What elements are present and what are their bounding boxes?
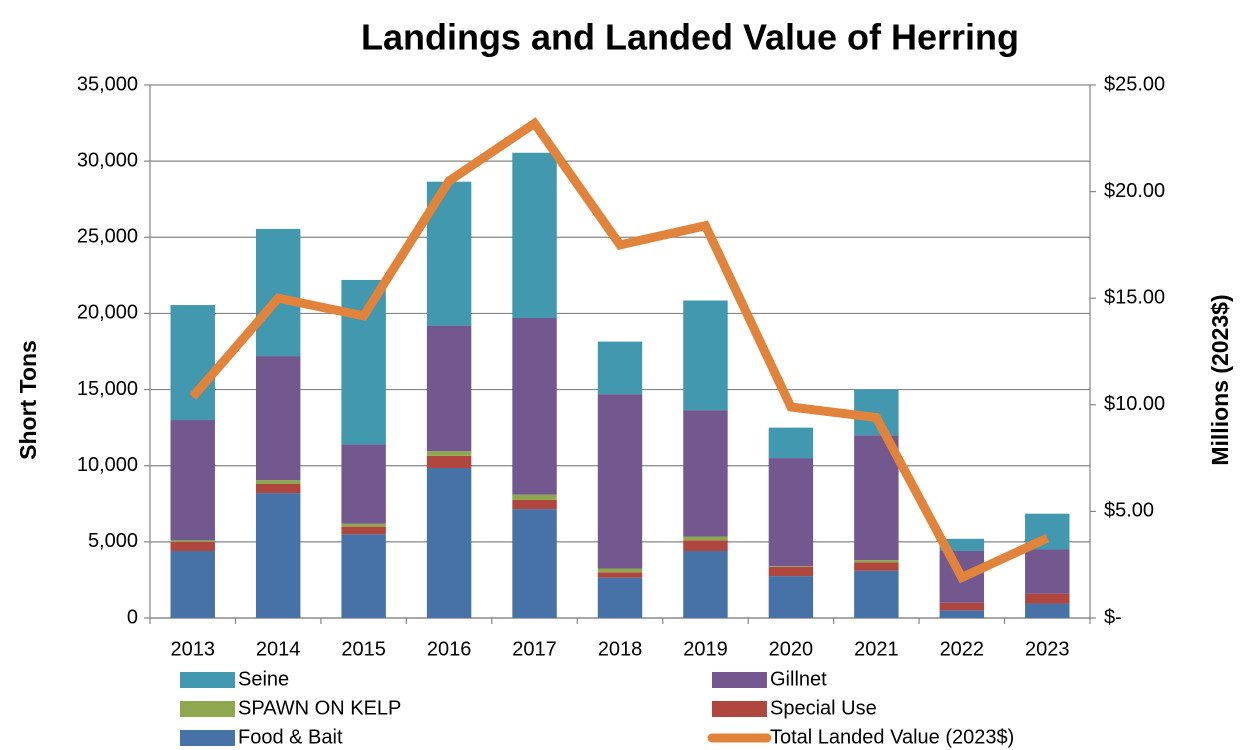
bar-segment — [512, 152, 557, 318]
bar-segment — [255, 480, 301, 484]
chart-title: Landings and Landed Value of Herring — [361, 17, 1019, 58]
y-tick-label: 5,000 — [88, 530, 138, 552]
bar-segment — [255, 483, 301, 494]
bar-segment — [768, 566, 814, 577]
x-tick-label: 2014 — [256, 638, 301, 660]
bar-segment — [597, 394, 643, 569]
bar-segment — [512, 499, 557, 510]
bar-segment — [768, 458, 814, 567]
y-axis-label: Short Tons — [15, 340, 41, 460]
y2-tick-label: $20.00 — [1104, 180, 1165, 202]
y2-tick-label: $5.00 — [1104, 500, 1154, 522]
bar-segment — [170, 540, 215, 542]
bar-segment — [170, 541, 215, 551]
x-tick-label: 2013 — [170, 638, 215, 660]
bar-segment — [1025, 549, 1070, 594]
bar-segment — [768, 566, 814, 567]
bar-segment — [255, 228, 301, 357]
x-tick-label: 2016 — [427, 638, 472, 660]
bar-segment — [683, 536, 728, 541]
bar-segment — [341, 534, 386, 618]
bar-segment — [341, 526, 386, 535]
bar-segment — [854, 570, 899, 618]
bar-segment — [939, 610, 985, 618]
bar-segment — [597, 577, 643, 618]
bar-segment — [683, 540, 728, 551]
y-tick-label: 25,000 — [77, 226, 138, 248]
bar-segment — [255, 493, 301, 618]
y2-axis-label: Millions (2023$) — [1207, 294, 1233, 465]
y-tick-label: 15,000 — [77, 378, 138, 400]
bar-segment — [426, 455, 472, 468]
bar-segment — [854, 435, 899, 561]
bar-segment — [597, 341, 643, 395]
y-tick-label: 20,000 — [77, 302, 138, 324]
bar-segment — [683, 410, 728, 537]
legend-label: Gillnet — [770, 668, 827, 690]
legend-swatch — [180, 672, 235, 688]
legend-swatch — [180, 730, 235, 746]
y2-tick-label: $10.00 — [1104, 393, 1165, 415]
bar-segment — [768, 427, 814, 459]
bar-segment — [939, 602, 985, 611]
legend-swatch — [180, 701, 235, 717]
x-tick-label: 2022 — [940, 638, 985, 660]
bar-segment — [854, 562, 899, 571]
legend-label: SPAWN ON KELP — [238, 697, 401, 719]
y2-tick-label: $- — [1104, 606, 1122, 628]
bar-segment — [426, 451, 472, 456]
bar-segment — [426, 467, 472, 618]
bar-segment — [341, 279, 386, 445]
bar-segment — [170, 305, 215, 421]
y-tick-label: 10,000 — [77, 454, 138, 476]
bar-segment — [683, 550, 728, 618]
bar-segment — [170, 420, 215, 541]
value-line — [189, 117, 1050, 584]
bar-segment — [512, 494, 557, 500]
legend-swatch — [712, 672, 767, 688]
x-tick-label: 2021 — [854, 638, 899, 660]
x-tick-label: 2015 — [341, 638, 386, 660]
bar-segment — [768, 576, 814, 618]
bar-segment — [1025, 603, 1070, 618]
legend-label: Seine — [238, 668, 289, 690]
y-tick-label: 35,000 — [77, 73, 138, 95]
y-tick-label: 0 — [127, 606, 138, 628]
bar-segment — [597, 568, 643, 573]
x-tick-label: 2020 — [769, 638, 814, 660]
bar-segment — [426, 325, 472, 452]
bar-segment — [170, 550, 215, 618]
bar-segment — [341, 444, 386, 524]
bar-segment — [512, 317, 557, 495]
bar-segment — [683, 300, 728, 411]
bar-segment — [854, 560, 899, 563]
bar-segment — [1025, 593, 1070, 604]
y2-tick-label: $15.00 — [1104, 286, 1165, 308]
y2-tick-label: $25.00 — [1104, 73, 1165, 95]
x-tick-label: 2017 — [512, 638, 557, 660]
legend-label: Food & Bait — [238, 726, 343, 748]
legend-label: Total Landed Value (2023$) — [770, 726, 1014, 748]
y-tick-label: 30,000 — [77, 149, 138, 171]
bar-segment — [597, 572, 643, 578]
bar-segment — [255, 356, 301, 481]
legend-label: Special Use — [770, 697, 877, 719]
x-tick-label: 2023 — [1025, 638, 1070, 660]
bar-segment — [512, 509, 557, 618]
x-tick-label: 2019 — [683, 638, 728, 660]
x-tick-label: 2018 — [598, 638, 643, 660]
bar-segment — [341, 523, 386, 527]
legend-swatch — [712, 701, 767, 717]
